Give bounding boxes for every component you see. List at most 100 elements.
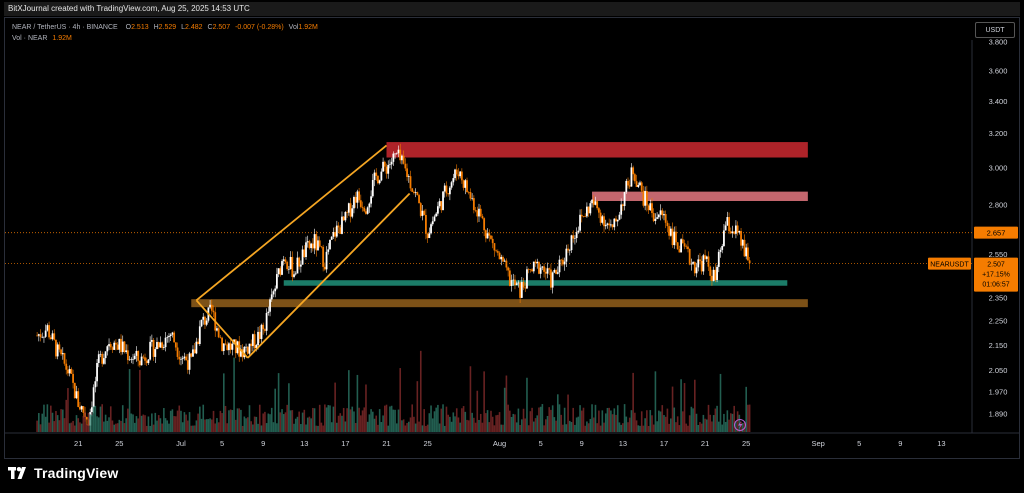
volume-bar <box>199 406 201 432</box>
symbol-badge-text: NEARUSDT <box>930 262 969 269</box>
volume-bar <box>113 424 115 432</box>
volume-bar <box>135 416 138 432</box>
volume-bar <box>363 407 366 432</box>
volume-bar <box>171 409 174 432</box>
volume-bar <box>383 405 386 432</box>
candle-body <box>121 341 124 353</box>
channel-trendline <box>195 144 388 302</box>
candle-body <box>291 256 294 277</box>
candle-body <box>538 261 540 274</box>
candle-body <box>390 161 393 165</box>
candle-body <box>550 269 552 288</box>
candle-body <box>656 217 659 219</box>
candle-body <box>197 341 200 345</box>
volume-bar <box>118 419 121 432</box>
volume-bar <box>151 413 153 432</box>
price-chart[interactable]: 3.8003.6003.4003.2003.0002.8002.5502.450… <box>0 0 1024 459</box>
volume-bar <box>416 381 419 432</box>
volume-bar <box>133 422 136 432</box>
volume-bar <box>120 420 122 432</box>
volume-bar <box>207 419 210 432</box>
volume-bar <box>240 409 242 432</box>
candle-body <box>472 198 475 211</box>
price-axis-label: 1.970 <box>989 387 1008 396</box>
candle-body <box>714 269 717 281</box>
candle-body <box>260 324 263 339</box>
tradingview-logo[interactable]: TradingView <box>8 463 118 483</box>
symbol-name[interactable]: NEAR / TetherUS · 4h · BINANCE <box>12 24 118 31</box>
volume-bar <box>197 413 199 432</box>
volume-bar <box>555 420 557 432</box>
volume-bar <box>570 422 573 432</box>
volume-bar <box>164 418 167 432</box>
candle-body <box>358 191 361 201</box>
price-axis-label: 1.890 <box>989 410 1008 419</box>
volume-bar <box>411 404 414 432</box>
candle-body <box>361 206 364 208</box>
volume-bar <box>212 410 215 432</box>
candle-body <box>318 240 321 247</box>
volume-bar <box>368 414 371 432</box>
volume-bar <box>377 424 379 432</box>
volume-bar <box>260 425 263 432</box>
volume-bar <box>322 425 324 432</box>
volume-bar <box>622 423 624 432</box>
candle-body <box>630 167 633 187</box>
volume-bar <box>680 379 682 432</box>
candle-body <box>618 214 621 220</box>
candle-body <box>625 180 628 193</box>
candle-body <box>543 266 545 272</box>
chart-frame[interactable] <box>4 17 1020 459</box>
time-axis-label: 21 <box>74 439 82 448</box>
volume-bar <box>185 414 187 432</box>
volume-indicator-name[interactable]: Vol · NEAR <box>12 35 48 42</box>
lightning-icon[interactable] <box>734 419 746 431</box>
candle-body <box>185 356 188 361</box>
candle-body <box>188 353 191 370</box>
volume-bar <box>709 414 712 432</box>
volume-bar <box>193 425 196 432</box>
candle-body <box>599 212 602 223</box>
volume-bar <box>91 415 93 432</box>
volume-bar <box>568 420 571 432</box>
candle-body <box>471 198 474 199</box>
candle-body <box>132 359 134 360</box>
volume-bar <box>229 409 232 432</box>
candle-body <box>70 369 73 374</box>
candle-body <box>724 225 727 231</box>
candle-body <box>421 210 424 216</box>
candle-body <box>402 155 405 164</box>
candle-body <box>568 250 571 251</box>
candle-body <box>56 344 59 357</box>
candle-body <box>435 213 438 217</box>
candle-body <box>228 343 230 351</box>
volume-bar <box>293 423 295 432</box>
candle-body <box>183 356 186 359</box>
time-axis-label: 5 <box>539 439 543 448</box>
candle-body <box>308 241 311 249</box>
volume-bar <box>510 416 513 432</box>
volume-bar <box>159 418 162 432</box>
candle-body <box>748 260 751 264</box>
volume-bar <box>719 373 722 432</box>
candle-body <box>621 204 624 207</box>
currency-button[interactable]: USDT <box>975 22 1015 38</box>
volume-bar <box>402 419 405 432</box>
candle-body <box>82 406 85 413</box>
candle-body <box>680 239 683 253</box>
candle-body <box>387 164 390 174</box>
volume-bar <box>82 416 85 432</box>
volume-bar <box>426 424 429 432</box>
volume-group <box>36 350 751 432</box>
volume-bar <box>337 415 340 432</box>
close-value: 2.507 <box>212 24 231 31</box>
volume-bar <box>68 423 71 432</box>
volume-bar <box>294 418 297 432</box>
volume-bar <box>546 415 549 432</box>
candle-body <box>741 239 744 246</box>
volume-bar <box>615 414 617 432</box>
tradingview-logo-icon <box>8 467 26 479</box>
candle-body <box>582 216 585 217</box>
candle-body <box>394 153 396 155</box>
candle-body <box>608 223 611 226</box>
